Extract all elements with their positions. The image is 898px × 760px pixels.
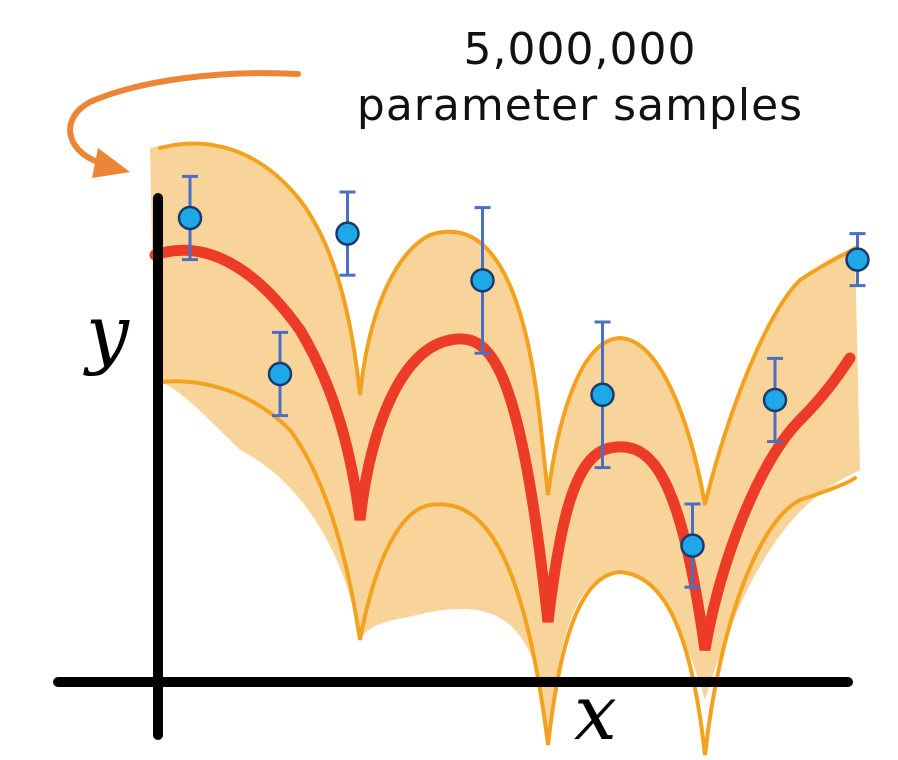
data-point-marker bbox=[177, 205, 203, 231]
annotation-arrow-head bbox=[92, 148, 130, 178]
y-axis-label: y bbox=[86, 288, 129, 377]
data-point-8 bbox=[845, 232, 870, 288]
data-point-marker bbox=[470, 268, 495, 293]
x-axis-label: x bbox=[574, 668, 617, 757]
data-point-1 bbox=[177, 174, 203, 262]
annotation-arrow bbox=[67, 70, 301, 165]
data-point-3 bbox=[335, 190, 360, 277]
data-point-6 bbox=[680, 502, 705, 589]
data-point-marker bbox=[762, 387, 788, 413]
annotation-line-1: 5,000,000 bbox=[463, 24, 697, 75]
data-point-marker bbox=[845, 247, 870, 272]
data-point-marker bbox=[590, 382, 615, 408]
data-point-2 bbox=[267, 330, 293, 418]
data-point-marker bbox=[680, 533, 705, 558]
annotation-text: 5,000,000 parameter samples bbox=[300, 22, 860, 134]
data-point-7 bbox=[762, 356, 788, 444]
data-point-marker bbox=[335, 221, 360, 246]
data-point-4 bbox=[470, 206, 495, 355]
upper-band-edge bbox=[158, 141, 857, 506]
data-points bbox=[177, 174, 870, 589]
lower-band-edge bbox=[158, 379, 857, 756]
data-point-5 bbox=[590, 320, 615, 470]
data-point-marker bbox=[267, 361, 293, 387]
mean-curve bbox=[149, 244, 856, 651]
uncertainty-band bbox=[150, 143, 860, 745]
annotation-line-2: parameter samples bbox=[356, 80, 804, 131]
